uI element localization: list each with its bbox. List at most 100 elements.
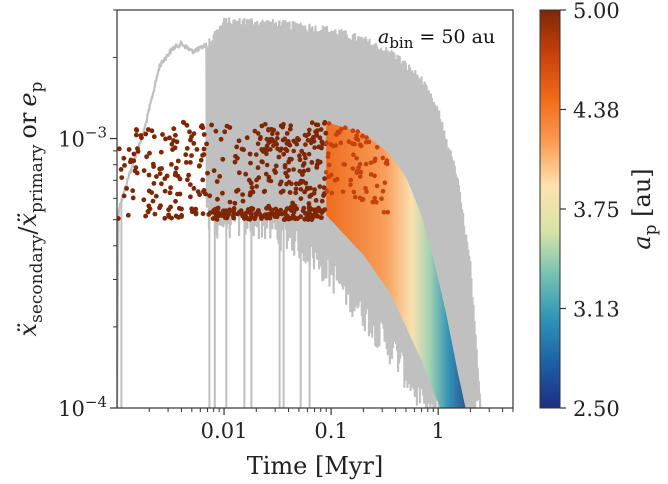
scatter-point	[323, 169, 329, 175]
scatter-point	[167, 190, 173, 196]
scatter-point	[281, 151, 287, 157]
scatter-point	[173, 198, 178, 204]
scatter-point	[305, 167, 311, 173]
scatter-point	[157, 171, 163, 177]
scatter-point	[300, 172, 305, 178]
annot-sub: bin	[389, 34, 413, 52]
scatter-point	[241, 147, 247, 153]
scatter-point	[206, 212, 212, 217]
scatter-point	[151, 181, 157, 186]
scatter-point	[193, 211, 199, 217]
scatter-point	[166, 214, 172, 220]
scatter-point	[248, 190, 253, 196]
colorbar-tick-label: 4.38	[573, 99, 620, 123]
scatter-point	[215, 196, 220, 202]
colorbar-gradient	[540, 10, 560, 408]
scatter-point	[227, 207, 233, 213]
scatter-point	[185, 177, 190, 183]
scatter-point	[213, 128, 219, 134]
scatter-point	[130, 188, 136, 194]
scatter-point	[338, 140, 344, 146]
scatter-point	[222, 129, 228, 135]
scatter-point	[289, 156, 294, 162]
scatter-point	[213, 211, 219, 217]
scatter-point	[325, 154, 331, 159]
x-axis-label: Time [Myr]	[247, 452, 384, 480]
scatter-point	[292, 203, 298, 209]
scatter-point	[188, 194, 193, 200]
scatter-point	[322, 121, 327, 126]
scatter-point	[372, 173, 377, 179]
annot-a: a	[378, 26, 389, 48]
scatter-point	[203, 191, 208, 197]
scatter-point	[300, 163, 306, 168]
scatter-point	[385, 209, 391, 215]
x-axis: 0.01 0.1 1	[148, 408, 514, 443]
scatter-point	[360, 134, 365, 139]
scatter-point	[145, 127, 151, 132]
scatter-point	[152, 211, 158, 217]
scatter-point	[308, 140, 314, 146]
scatter-point	[154, 174, 159, 179]
scatter-point	[318, 127, 324, 132]
scatter-point	[326, 121, 332, 126]
scatter-point	[143, 131, 149, 137]
scatter-point	[141, 168, 147, 174]
scatter-point	[209, 122, 215, 128]
scatter-point	[169, 162, 174, 167]
scatter-point	[189, 209, 195, 215]
scatter-point	[243, 171, 249, 177]
colorbar-label: ap [au]	[628, 168, 661, 249]
scatter-point	[255, 131, 261, 136]
scatter-point	[223, 212, 229, 218]
scatter-point	[179, 206, 184, 212]
scatter-point	[150, 198, 156, 204]
scatter-point	[278, 123, 284, 129]
y-label-xdd: ẍ	[14, 322, 42, 336]
y-axis-label: ẍsecondary/ẍprimaryorep	[14, 81, 47, 336]
scatter-point	[333, 143, 339, 148]
scatter-point	[219, 213, 224, 218]
scatter-point	[171, 126, 177, 132]
scatter-point	[211, 168, 217, 174]
scatter-point	[315, 122, 321, 128]
scatter-point	[298, 214, 303, 220]
scatter-point	[175, 191, 180, 197]
scatter-point	[287, 190, 293, 195]
scatter-point	[312, 145, 317, 150]
scatter-point	[201, 152, 207, 157]
scatter-point	[131, 151, 137, 157]
scatter-point	[354, 156, 359, 161]
scatter-point	[147, 206, 153, 212]
scatter-point	[284, 181, 289, 187]
scatter-point	[348, 177, 354, 183]
y-label-slash: /	[14, 226, 42, 235]
scatter-point	[352, 194, 358, 200]
scatter-point	[300, 179, 306, 184]
scatter-point	[294, 141, 300, 147]
scatter-point	[151, 164, 157, 170]
scatter-point	[307, 194, 313, 199]
scatter-point	[266, 127, 271, 132]
scatter-point	[204, 141, 210, 147]
scatter-point	[232, 159, 238, 165]
scatter-point	[240, 192, 246, 198]
scatter-point	[273, 170, 278, 175]
scatter-point	[273, 163, 279, 169]
scatter-point	[381, 210, 387, 215]
scatter-point	[160, 132, 165, 137]
scatter-point	[374, 183, 380, 189]
scatter-point	[128, 157, 134, 163]
scatter-point	[157, 205, 162, 211]
annotation-abin: abin = 50 au	[378, 26, 495, 52]
scatter-point	[212, 206, 218, 212]
scatter-point	[372, 158, 377, 164]
scatter-point	[168, 185, 174, 191]
scatter-point	[277, 181, 283, 187]
colorbar-tick-label: 2.50	[573, 397, 620, 421]
scatter-point	[158, 149, 164, 155]
scatter-point	[132, 168, 138, 174]
scatter-point	[320, 141, 325, 147]
scatter-point	[220, 209, 226, 215]
